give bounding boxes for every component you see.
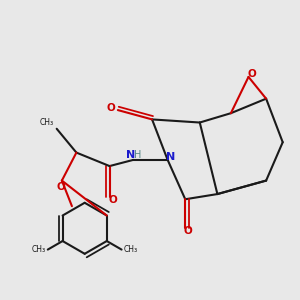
Text: O: O [183,226,192,236]
Text: O: O [106,103,116,112]
Text: O: O [108,195,117,205]
Text: O: O [247,69,256,80]
Text: N: N [126,150,136,160]
Text: H: H [134,150,142,160]
Text: O: O [57,182,66,192]
Text: N: N [166,152,176,162]
Text: CH₃: CH₃ [40,118,54,127]
Text: CH₃: CH₃ [123,245,137,254]
Text: CH₃: CH₃ [32,245,46,254]
